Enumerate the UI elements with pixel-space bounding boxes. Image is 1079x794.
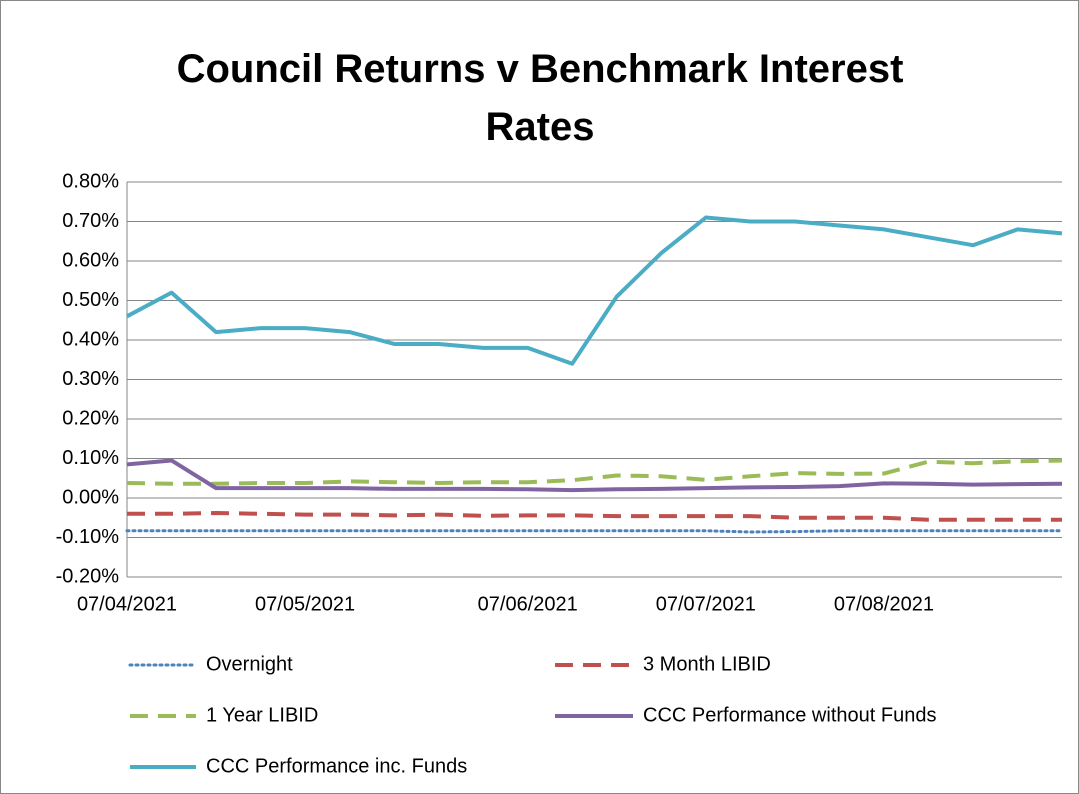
series-line [127,511,1062,522]
y-tick-label: 0.10% [62,447,119,469]
x-tick-label: 07/04/2021 [77,593,177,615]
y-tick-label: -0.10% [56,526,120,548]
x-tick-label: 07/06/2021 [478,593,578,615]
series-line [125,529,1064,534]
y-tick-label: 0.60% [62,249,119,271]
series-line [126,458,1063,493]
y-tick-label: 0.50% [62,289,119,311]
series-line [126,215,1063,366]
legend-label: 3 Month LIBID [643,653,771,675]
y-tick-label: 0.00% [62,486,119,508]
x-tick-label: 07/07/2021 [656,593,756,615]
x-tick-label: 07/08/2021 [834,593,934,615]
legend-label: 1 Year LIBID [206,704,318,726]
series-line [126,458,1063,486]
y-tick-label: 0.30% [62,368,119,390]
y-tick-label: 0.70% [62,210,119,232]
legend-label: CCC Performance without Funds [643,704,936,726]
chart-title: Council Returns v Benchmark Interest Rat… [176,47,904,149]
y-tick-label: 0.80% [62,170,119,192]
x-tick-label: 07/05/2021 [255,593,355,615]
y-tick-label: 0.40% [62,328,119,350]
legend-label: Overnight [206,653,293,675]
y-tick-label: 0.20% [62,407,119,429]
y-tick-label: -0.20% [56,565,120,587]
legend-label: CCC Performance inc. Funds [206,755,467,777]
